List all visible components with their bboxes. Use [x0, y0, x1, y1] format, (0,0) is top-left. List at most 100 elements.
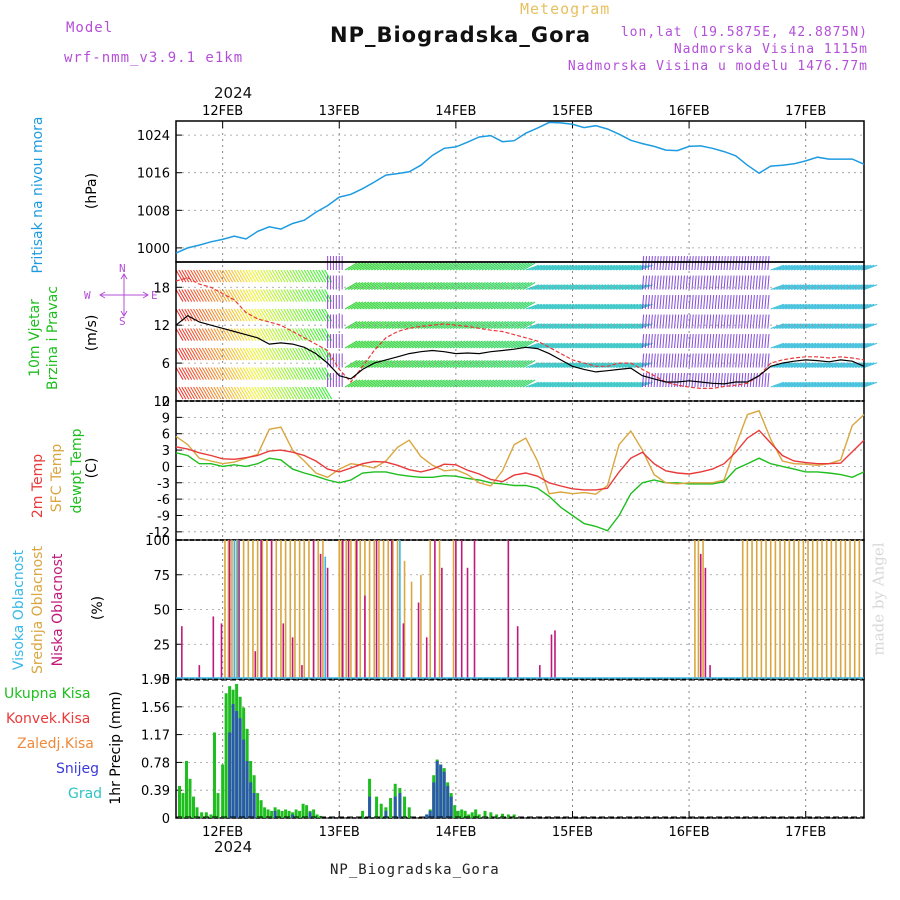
wind-barb [560, 264, 575, 271]
wind-barb [277, 386, 286, 400]
cloud-tick-label: 75 [153, 569, 170, 584]
wind-barb [808, 323, 822, 330]
wind-barb [277, 367, 286, 380]
wind-barb [743, 295, 747, 310]
wind-barb [277, 289, 286, 302]
precip-bar [188, 778, 192, 818]
wind-barb [300, 347, 309, 361]
wind-barb [359, 301, 373, 310]
wind-barb [484, 321, 498, 329]
wind-barb [303, 347, 312, 361]
wind-barb [627, 362, 642, 369]
wind-barb [773, 264, 787, 271]
precip-bar [284, 809, 288, 818]
wind-barb [755, 334, 758, 349]
wind-barb [840, 323, 855, 330]
wind-barb [563, 303, 578, 310]
wind-barb [309, 328, 318, 341]
wind-barb [828, 342, 843, 349]
wind-barb [508, 321, 521, 329]
wind-barb [546, 264, 560, 271]
wind-barb [554, 323, 569, 330]
wind-barb [624, 381, 639, 388]
wind-barb [659, 314, 662, 329]
wind-barb [193, 308, 201, 322]
wind-barb [245, 386, 254, 400]
wind-barb [292, 386, 301, 400]
wind-barb [239, 367, 248, 380]
precip-bar [209, 814, 213, 818]
wind-barb [181, 367, 190, 380]
wind-barb [274, 269, 283, 283]
wind-barb [659, 334, 662, 349]
wind-barb [790, 323, 805, 330]
wind-barb [408, 301, 422, 310]
wind-barb [671, 314, 674, 329]
wind-barb [630, 323, 645, 330]
wind-barb [843, 323, 857, 330]
wind-barb [213, 367, 222, 380]
wind-barb [607, 342, 621, 349]
wind-barb [193, 269, 201, 283]
wind-barb [230, 386, 239, 400]
wind-barb [782, 342, 796, 349]
wind-barb [280, 269, 289, 283]
wind-barb [607, 303, 621, 310]
wind-barb [470, 262, 483, 271]
wind-barb [309, 347, 318, 361]
wind-barb [292, 269, 301, 283]
wind-barb [618, 342, 633, 349]
wind-barb [589, 323, 604, 330]
wind-barb [175, 269, 184, 283]
wind-barb [528, 284, 543, 291]
wind-barb [397, 360, 410, 368]
wind-barb [318, 269, 327, 283]
wind-barb [499, 262, 512, 271]
wind-barb [300, 308, 309, 322]
wind-barb [268, 308, 277, 322]
wind-barb [546, 323, 560, 330]
wind-barb [758, 353, 761, 368]
wind-barb [717, 314, 721, 329]
wind-barb [706, 353, 709, 368]
wind-barb [356, 379, 370, 388]
wind-barb [711, 334, 715, 349]
wind-barb [703, 353, 706, 368]
wind-barb [621, 381, 636, 388]
wind-barb [540, 362, 554, 369]
wind-barb [840, 284, 855, 291]
wind-barb [400, 321, 413, 329]
wind-barb [414, 379, 428, 388]
date-label-bottom: 12FEB [202, 825, 243, 840]
wind-barb [569, 264, 583, 271]
wind-barb [283, 328, 292, 341]
wind-barb [429, 262, 443, 271]
wind-barb [776, 381, 790, 388]
wind-barb [799, 381, 814, 388]
wind-barb [700, 334, 703, 349]
wind-barb [551, 264, 566, 271]
wind-barb [292, 367, 301, 380]
wind-barb [644, 256, 648, 271]
wind-barb [519, 379, 533, 388]
wind-barb [758, 256, 761, 271]
wind-barb [697, 256, 700, 271]
wind-barb [178, 347, 187, 361]
wind-barb [708, 373, 712, 388]
wind-barb [432, 360, 445, 368]
wind-barb [344, 301, 358, 310]
wind-barb [198, 347, 207, 361]
wind-barb [528, 323, 543, 330]
wind-barb [802, 323, 817, 330]
wind-barb [703, 275, 706, 290]
wind-barb [362, 282, 375, 290]
wind-barb [706, 314, 709, 329]
wind-barb [589, 342, 604, 349]
wind-barb [828, 303, 843, 310]
wind-barb [755, 295, 758, 310]
wind-barb [685, 314, 688, 329]
wind-barb [802, 264, 817, 271]
wind-barb [508, 301, 521, 310]
wind-barb [831, 303, 846, 310]
wind-barb [837, 264, 852, 271]
